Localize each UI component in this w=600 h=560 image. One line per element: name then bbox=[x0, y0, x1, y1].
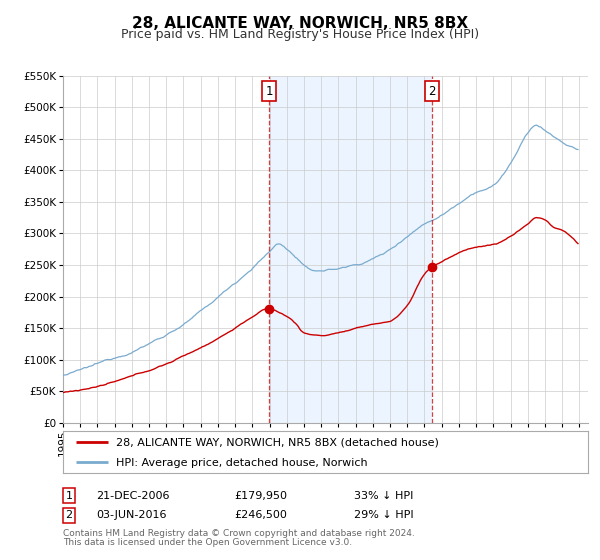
Text: 28, ALICANTE WAY, NORWICH, NR5 8BX (detached house): 28, ALICANTE WAY, NORWICH, NR5 8BX (deta… bbox=[115, 438, 439, 448]
Text: 03-JUN-2016: 03-JUN-2016 bbox=[96, 510, 167, 520]
Text: 1: 1 bbox=[65, 491, 73, 501]
Text: Contains HM Land Registry data © Crown copyright and database right 2024.: Contains HM Land Registry data © Crown c… bbox=[63, 530, 415, 539]
Text: 2: 2 bbox=[65, 510, 73, 520]
Text: 2: 2 bbox=[428, 85, 436, 98]
Text: Price paid vs. HM Land Registry's House Price Index (HPI): Price paid vs. HM Land Registry's House … bbox=[121, 28, 479, 41]
Text: £246,500: £246,500 bbox=[234, 510, 287, 520]
Text: £179,950: £179,950 bbox=[234, 491, 287, 501]
Text: 33% ↓ HPI: 33% ↓ HPI bbox=[354, 491, 413, 501]
Text: HPI: Average price, detached house, Norwich: HPI: Average price, detached house, Norw… bbox=[115, 458, 367, 468]
Text: This data is licensed under the Open Government Licence v3.0.: This data is licensed under the Open Gov… bbox=[63, 539, 352, 548]
Text: 28, ALICANTE WAY, NORWICH, NR5 8BX: 28, ALICANTE WAY, NORWICH, NR5 8BX bbox=[132, 16, 468, 31]
Text: 1: 1 bbox=[265, 85, 273, 98]
Text: 21-DEC-2006: 21-DEC-2006 bbox=[96, 491, 170, 501]
Text: 29% ↓ HPI: 29% ↓ HPI bbox=[354, 510, 413, 520]
Bar bbox=[269, 76, 432, 423]
